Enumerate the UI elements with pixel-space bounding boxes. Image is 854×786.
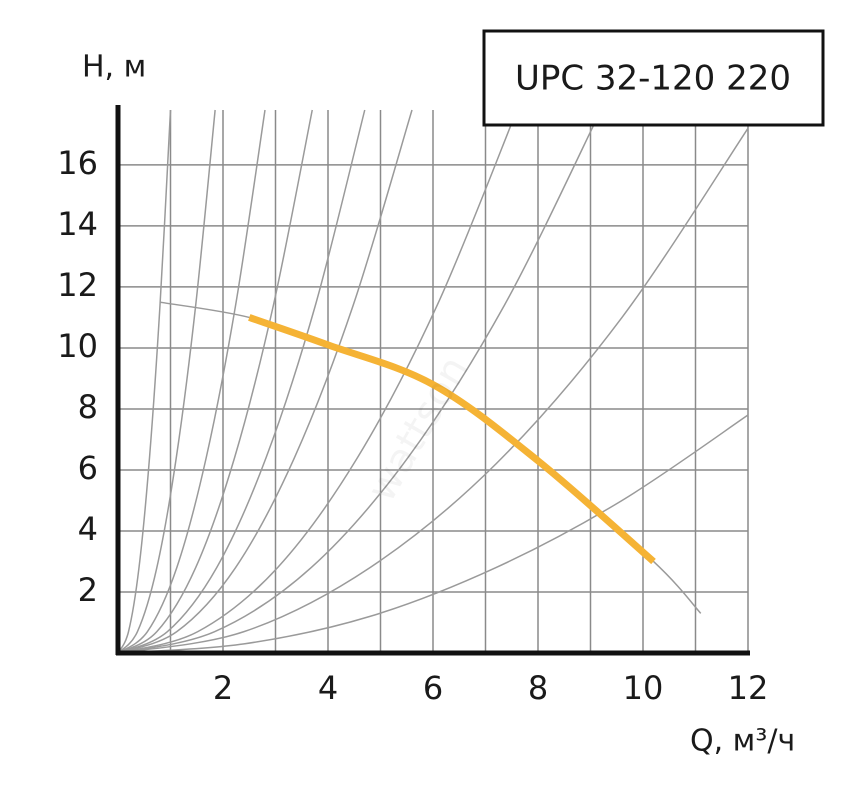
chart-title: UPC 32-120 220 [515, 59, 791, 99]
y-tick-label: 8 [78, 388, 98, 426]
watermark: wattson [359, 349, 478, 510]
curves [118, 109, 749, 653]
y-tick-label: 10 [57, 327, 98, 365]
system-curve [118, 109, 518, 653]
system-curve [118, 109, 266, 653]
x-axis-label: Q, м³/ч [690, 724, 795, 759]
x-tick-label: 4 [318, 669, 338, 707]
x-tick-label: 6 [423, 669, 443, 707]
system-curve [118, 414, 749, 653]
x-tick-label: 2 [213, 669, 233, 707]
x-tick-label: 8 [528, 669, 548, 707]
x-tick-label: 10 [623, 669, 664, 707]
system-curve [118, 109, 313, 653]
system-curve [118, 109, 602, 653]
system-curve [118, 109, 216, 653]
x-tick-label: 12 [728, 669, 769, 707]
y-axis-label: H, м [82, 50, 146, 85]
y-tick-label: 6 [78, 449, 98, 487]
title-box [482, 29, 825, 127]
system-curve [118, 127, 749, 653]
y-tick-label: 2 [78, 571, 98, 609]
system-curve [118, 109, 172, 653]
system-curve [118, 109, 366, 653]
y-tick-label: 12 [57, 266, 98, 304]
y-tick-label: 16 [57, 144, 98, 182]
grid [118, 110, 749, 653]
working-range [248, 314, 656, 565]
y-tick-label: 4 [78, 510, 98, 548]
system-curve [118, 109, 413, 653]
pump-curve [159, 301, 702, 614]
y-tick-label: 14 [57, 205, 98, 243]
